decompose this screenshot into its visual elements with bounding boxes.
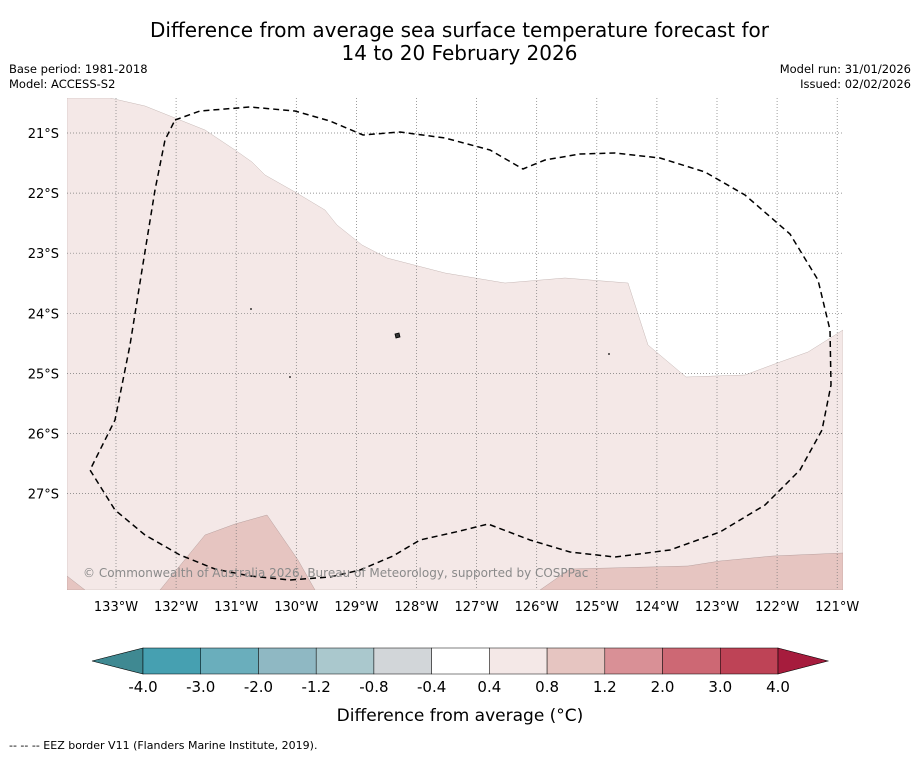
- colorbar-segment: [431, 647, 490, 675]
- lon-label: 128°W: [394, 600, 438, 615]
- island-4: [289, 376, 291, 378]
- lat-label: 25°S: [28, 367, 59, 382]
- lon-label: 130°W: [274, 600, 318, 615]
- anomaly-region-0.8-1.2-west: [159, 514, 316, 590]
- colorbar-segment: [200, 647, 259, 675]
- colorbar-extend-low: [91, 647, 144, 675]
- island-2: [250, 308, 252, 310]
- colorbar-tick-label: -0.8: [359, 678, 388, 696]
- colorbar-tick-label: -1.2: [302, 678, 331, 696]
- colorbar-segment: [489, 647, 548, 675]
- lon-label: 127°W: [455, 600, 499, 615]
- colorbar-tick-label: 2.0: [651, 678, 675, 696]
- lat-label: 23°S: [28, 247, 59, 262]
- colorbar-segment: [662, 647, 721, 675]
- colorbar-extend-high: [777, 647, 830, 675]
- lon-label: 133°W: [94, 600, 138, 615]
- lon-label: 126°W: [515, 600, 559, 615]
- copyright-text: © Commonwealth of Australia 2026, Bureau…: [83, 566, 588, 580]
- lat-label: 26°S: [28, 428, 59, 443]
- longitude-labels: 133°W 132°W 131°W 130°W 129°W 128°W 127°W 126°W…: [94, 600, 860, 615]
- colorbar-tick-label: -3.0: [186, 678, 215, 696]
- sst-map: © Commonwealth of Australia 2026, Bureau…: [28, 98, 860, 726]
- model-run: Model run: 31/01/2026: [779, 62, 911, 76]
- lon-label: 131°W: [214, 600, 258, 615]
- lon-label: 122°W: [755, 600, 799, 615]
- title-line-2: 14 to 20 February 2026: [341, 41, 578, 65]
- anomaly-region-0.8-1.2-corner: [67, 575, 86, 590]
- gridlines: [67, 98, 843, 590]
- title-line-1: Difference from average sea surface temp…: [149, 18, 769, 42]
- island-3: [608, 353, 610, 355]
- colorbar-segment: [720, 647, 779, 675]
- colorbar-segment: [315, 647, 375, 675]
- colorbar-tick-label: 0.4: [477, 678, 501, 696]
- latitude-labels: 21°S 22°S 23°S 24°S 25°S 26°S 27°S: [28, 127, 59, 503]
- model-name: Model: ACCESS-S2: [9, 77, 116, 91]
- eez-footnote: -- -- -- EEZ border V11 (Flanders Marine…: [9, 739, 318, 752]
- colorbar-tick-label: 0.8: [535, 678, 559, 696]
- lon-label: 121°W: [815, 600, 859, 615]
- lon-label: 124°W: [635, 600, 679, 615]
- island-1: [394, 332, 401, 339]
- lat-label: 21°S: [28, 127, 59, 142]
- colorbar-segment: [604, 647, 663, 675]
- colorbar-tick-label: 3.0: [708, 678, 732, 696]
- lon-label: 129°W: [334, 600, 378, 615]
- lat-label: 22°S: [28, 187, 59, 202]
- base-period: Base period: 1981-2018: [9, 62, 148, 76]
- colorbar-tick-label: -0.4: [417, 678, 446, 696]
- colorbar: -4.0 -3.0 -2.0 -1.2 -0.8 -0.4 0.4 0.8 1.2 2.0 3.0 4…: [91, 647, 830, 696]
- colorbar-tick-label: 4.0: [766, 678, 790, 696]
- colorbar-label: Difference from average (°C): [337, 706, 584, 726]
- colorbar-segment: [546, 647, 606, 675]
- colorbar-tick-label: 1.2: [593, 678, 617, 696]
- colorbar-segment: [258, 647, 317, 675]
- lon-label: 123°W: [695, 600, 739, 615]
- colorbar-tick-label: -2.0: [244, 678, 273, 696]
- meta-right: Model run: 31/01/2026 Issued: 02/02/2026: [780, 62, 911, 92]
- colorbar-segment: [142, 647, 201, 675]
- lon-label: 132°W: [154, 600, 198, 615]
- issued-date: Issued: 02/02/2026: [800, 77, 911, 91]
- lat-label: 24°S: [28, 307, 59, 322]
- colorbar-tick-label: -4.0: [128, 678, 157, 696]
- anomaly-region-0.4-0.8: [67, 98, 843, 590]
- chart-title: Difference from average sea surface temp…: [0, 19, 919, 65]
- eez-border: [89, 106, 832, 581]
- anomaly-region-0.8-1.2-south: [539, 552, 843, 590]
- map-area: © Commonwealth of Australia 2026, Bureau…: [67, 98, 843, 590]
- lat-label: 27°S: [28, 488, 59, 503]
- colorbar-segment: [373, 647, 432, 675]
- lon-label: 125°W: [575, 600, 619, 615]
- meta-left: Base period: 1981-2018 Model: ACCESS-S2: [9, 62, 148, 92]
